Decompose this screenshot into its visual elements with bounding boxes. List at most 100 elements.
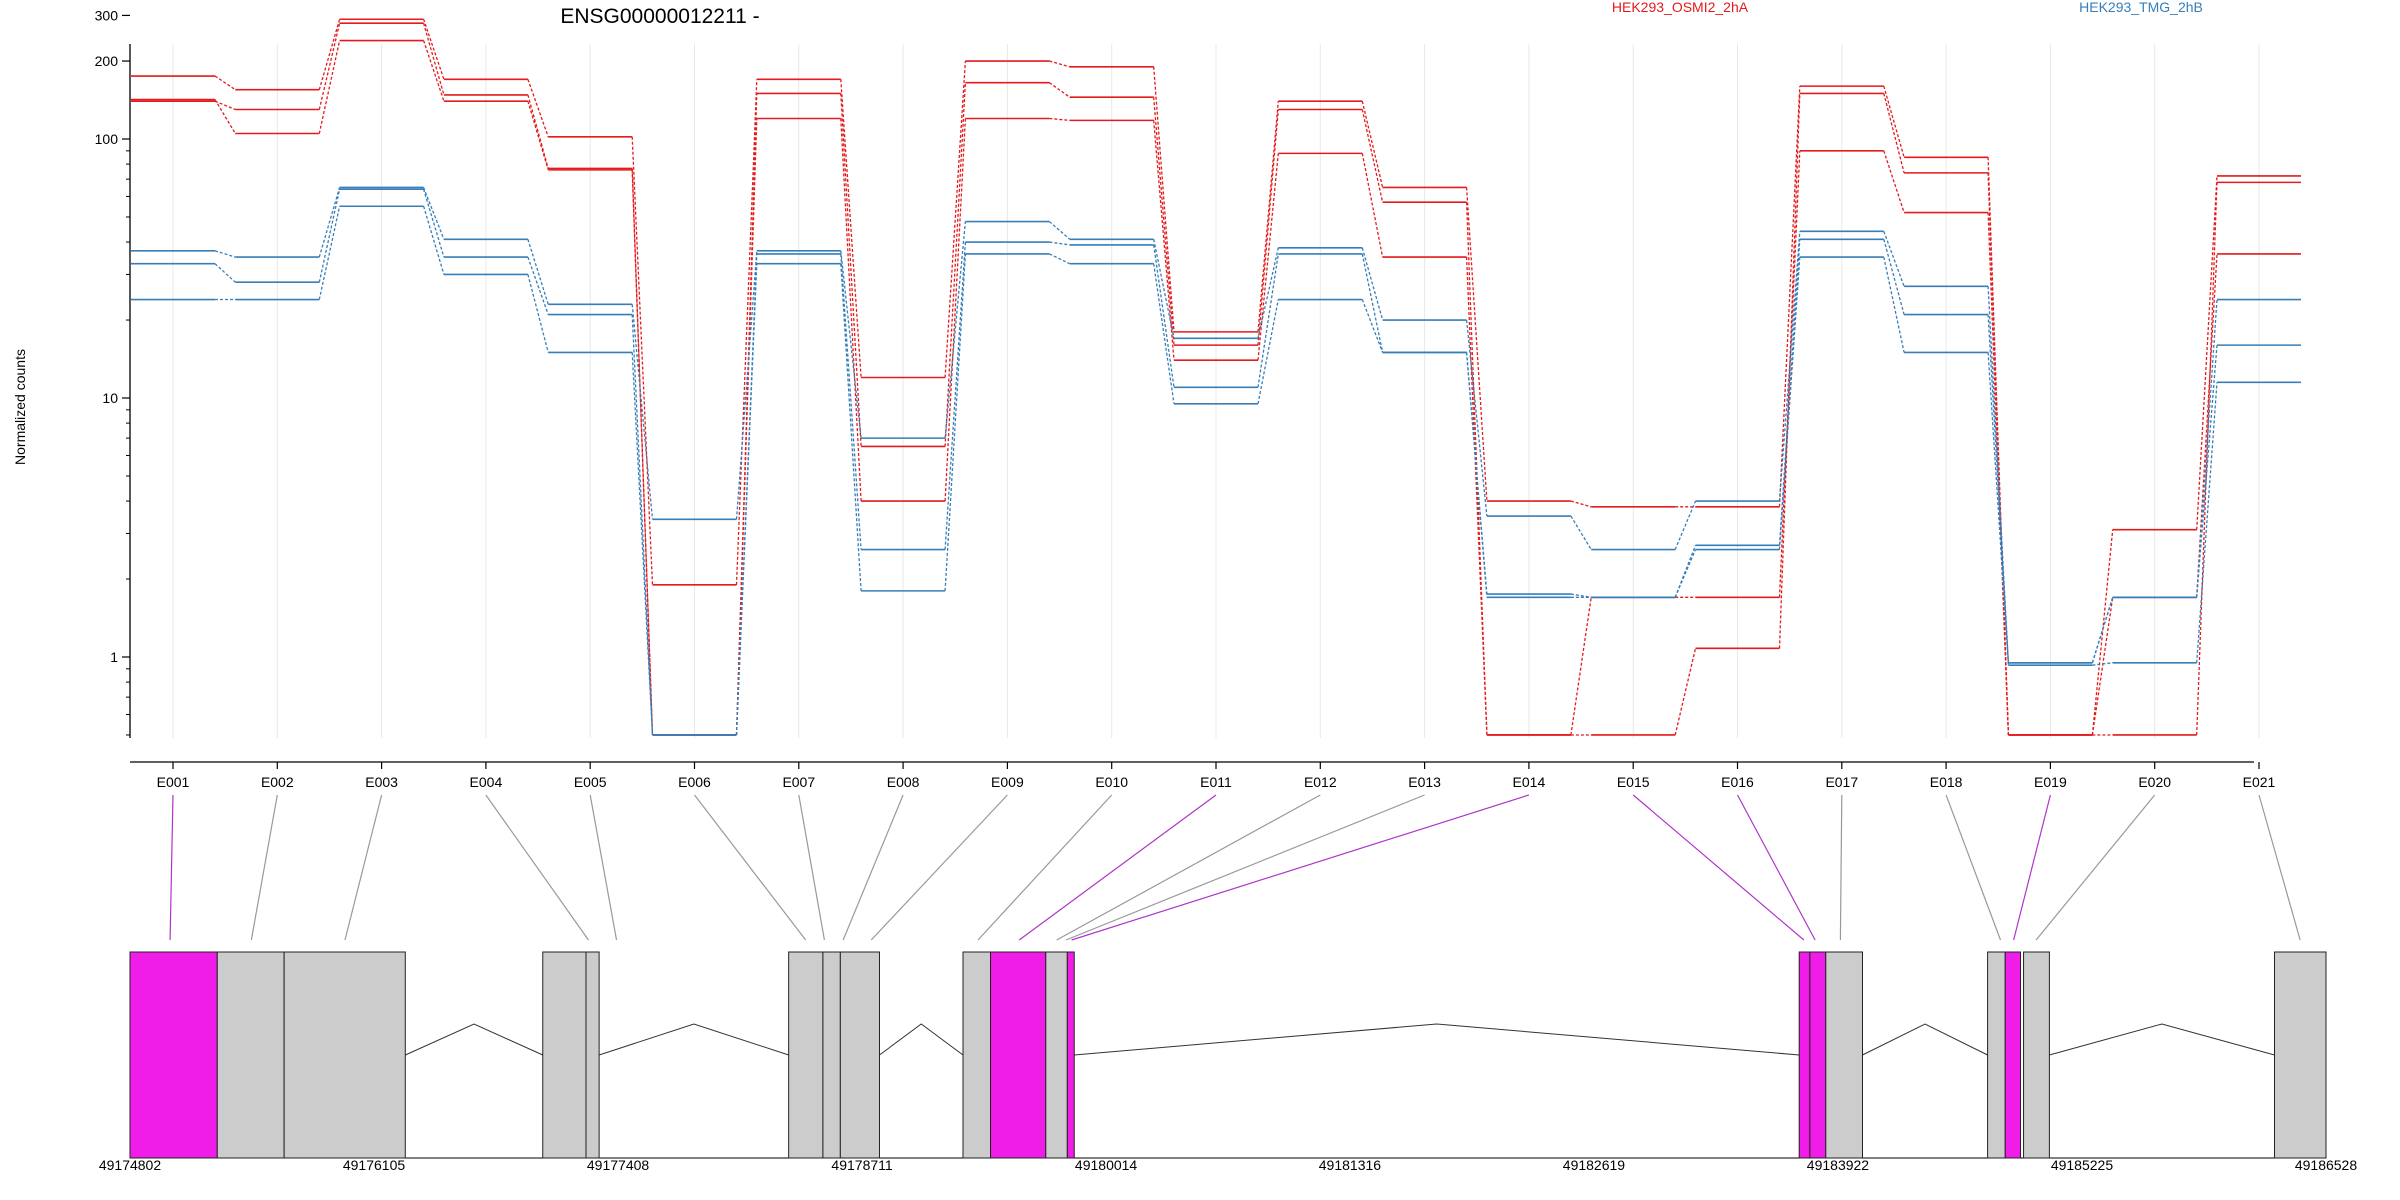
series1-rep2-connector: [2092, 662, 2113, 666]
connector-e001: [169, 794, 174, 941]
series1-rep1-connector: [1674, 545, 1697, 598]
series0-rep0-connector: [1570, 500, 1592, 508]
x-tick-label-e001: E001: [157, 774, 190, 790]
series1-rep2-connector: [1361, 299, 1384, 353]
connector-e012: [1056, 794, 1321, 941]
series0-rep1-connector: [422, 23, 445, 96]
series0-rep1-connector: [1987, 172, 2010, 735]
connector-e004: [485, 794, 589, 941]
series0-rep2-connector: [631, 169, 654, 735]
x-tick-label-e013: E013: [1408, 774, 1441, 790]
x-tick-label-e020: E020: [2138, 774, 2171, 790]
series0-rep0-connector: [1257, 101, 1279, 332]
exon-e002: [216, 951, 285, 1159]
series1-rep0-connector: [318, 187, 341, 258]
series1-rep0-connector: [1153, 239, 1175, 339]
x-tick-label-e017: E017: [1825, 774, 1858, 790]
series1-rep1-connector: [422, 189, 445, 258]
series0-rep2-connector: [214, 99, 236, 134]
exon-e009: [962, 951, 992, 1159]
series0-rep2-connector: [2091, 597, 2114, 736]
series1-rep2-connector: [944, 253, 967, 591]
x-tick-label-e007: E007: [782, 774, 815, 790]
connector-e015: [1632, 794, 1805, 941]
x-tick-label-e012: E012: [1304, 774, 1337, 790]
vertical-grid: [172, 44, 2260, 738]
series0-rep1-connector: [1361, 109, 1384, 203]
exon-e001: [129, 951, 218, 1159]
intron-6: [2049, 1023, 2275, 1056]
connector-e011: [1018, 794, 1217, 941]
x-tick-label-e021: E021: [2243, 774, 2276, 790]
connector-e017: [1839, 794, 1843, 941]
connector-e018: [1945, 794, 2002, 941]
connector-e007: [798, 794, 826, 941]
coordinate-label-9: 49185225: [2051, 1157, 2114, 1173]
series1-rep2-connector: [1674, 549, 1697, 598]
chart-title: ENSG00000012211 -: [560, 5, 759, 28]
series0-rep1-connector: [1153, 97, 1175, 346]
connector-e019: [2013, 794, 2051, 941]
series1-rep2-connector: [1257, 299, 1279, 404]
x-tick-label-e003: E003: [365, 774, 398, 790]
series0-rep0-connector: [318, 19, 341, 90]
exon-e005: [585, 951, 600, 1159]
series1-rep1-connector: [2196, 345, 2218, 598]
series0-rep0-connector: [527, 79, 549, 137]
series1-rep0-connector: [631, 304, 654, 520]
exon-e011: [1045, 951, 1068, 1159]
exon-e007: [822, 951, 841, 1159]
connector-e003: [344, 794, 383, 941]
series0-rep0-connector: [944, 60, 967, 378]
coordinate-label-4: 49178711: [831, 1157, 892, 1173]
series1-rep2-connector: [318, 206, 341, 300]
x-tick-label-e005: E005: [574, 774, 607, 790]
series0-rep1-connector: [1257, 109, 1279, 346]
exon-tick-labels: E001 E002 E003 E004 E005 E006 E007 E008 E009 E010…: [157, 762, 2276, 790]
series1-rep1-connector: [1257, 253, 1279, 388]
coordinate-label-6: 49181316: [1319, 1157, 1382, 1173]
y-tick-label: 200: [95, 53, 119, 69]
y-tick-label: 100: [95, 131, 119, 147]
series0-rep0-connector: [422, 19, 445, 80]
x-tick-label-e008: E008: [887, 774, 920, 790]
series1-rep0-connector: [1465, 319, 1488, 517]
connector-e002: [250, 794, 278, 941]
series1-rep1-connector: [1883, 239, 1905, 315]
series1-rep2-connector: [735, 263, 758, 735]
exon-e006: [788, 951, 824, 1159]
y-tick-label: 1: [110, 649, 118, 665]
series0-rep1-connector: [527, 94, 549, 169]
exon-e015: [1809, 951, 1827, 1159]
series1-rep0-connector: [527, 239, 549, 305]
series1-rep0-connector: [214, 250, 236, 258]
series1-rep2-connector: [1153, 263, 1175, 404]
x-tick-label-e019: E019: [2034, 774, 2067, 790]
series1-rep2-connector: [422, 206, 445, 275]
series1-rep0-connector: [1987, 286, 2010, 663]
series1-rep1-connector: [944, 242, 967, 550]
series1-rep2-connector: [1049, 253, 1070, 265]
connector-e014: [1071, 794, 1530, 941]
series0-rep2-connector: [1049, 117, 1070, 122]
legend-entry-osmi2: HEK293_OSMI2_2hA: [1612, 0, 1749, 15]
exon-e016: [1825, 951, 1863, 1159]
series0-rep0-connector: [1883, 85, 1905, 158]
series1-rep0-connector: [1778, 231, 1801, 502]
exon-e003: [283, 951, 406, 1159]
x-tick-label-e011: E011: [1200, 774, 1232, 790]
exon-e014: [1798, 951, 1811, 1159]
series0-rep2-connector: [944, 118, 967, 502]
x-tick-label-e016: E016: [1721, 774, 1754, 790]
series0-rep2-connector: [318, 40, 341, 134]
series1-rep0-connector: [1674, 500, 1697, 550]
coordinate-label-1: 49174802: [99, 1157, 162, 1173]
genomic-coordinate-labels: 49174802 49176105 49177408 49178711 49180014…: [99, 1157, 2358, 1173]
legend-entry-tmg: HEK293_TMG_2hB: [2079, 0, 2203, 15]
series1-rep1-connector: [2091, 597, 2114, 663]
series1-rep0-connector: [1361, 247, 1384, 321]
connector-e010: [977, 794, 1113, 941]
series1-rep1-connector: [214, 263, 236, 283]
series0-rep1-connector: [214, 100, 236, 111]
intron-3: [879, 1023, 964, 1056]
